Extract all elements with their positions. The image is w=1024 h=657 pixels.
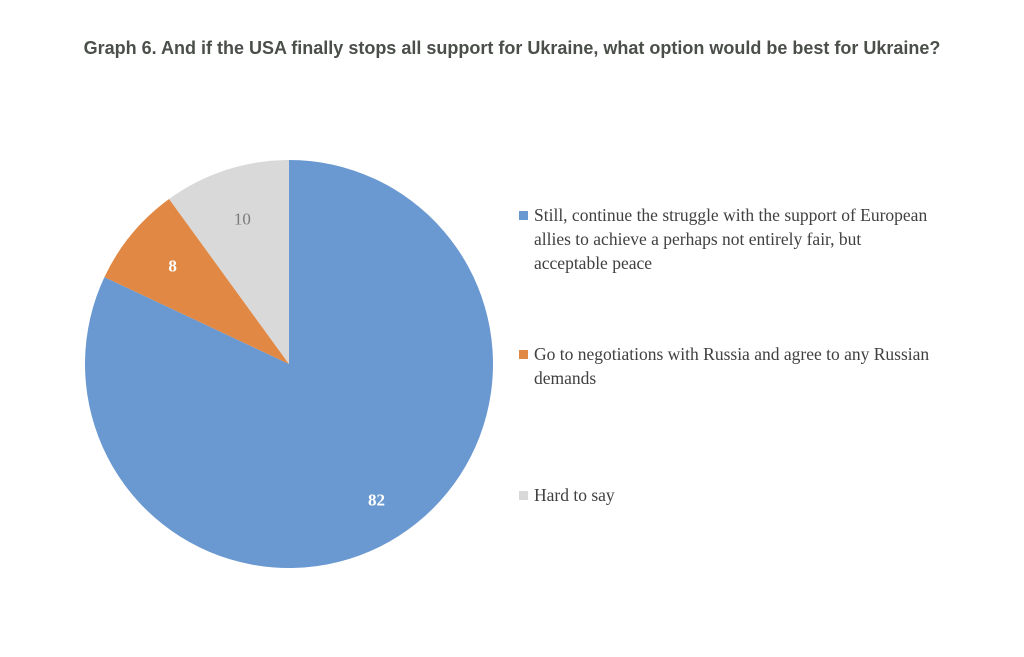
pie-slice-negotiations xyxy=(104,198,289,364)
pie-slice-hard-to-say xyxy=(169,160,289,364)
legend-item-continue-struggle: Still, continue the struggle with the su… xyxy=(519,203,939,275)
legend-item-negotiations: Go to negotiations with Russia and agree… xyxy=(519,342,939,390)
pie-slice-continue-struggle xyxy=(85,160,494,568)
legend-label-continue-struggle: Still, continue the struggle with the su… xyxy=(534,205,928,273)
legend-label-negotiations: Go to negotiations with Russia and agree… xyxy=(534,344,930,388)
legend-item-hard-to-say: Hard to say xyxy=(519,483,939,507)
slice-value-label-continue-struggle: 82 xyxy=(368,491,385,510)
slice-value-label-negotiations: 8 xyxy=(168,257,177,276)
legend-swatch-negotiations xyxy=(519,350,528,359)
legend-swatch-hard-to-say xyxy=(519,491,528,500)
legend-swatch-continue-struggle xyxy=(519,211,528,220)
legend-label-hard-to-say: Hard to say xyxy=(534,485,615,505)
chart-title: Graph 6. And if the USA finally stops al… xyxy=(83,38,941,58)
slice-value-label-hard-to-say: 10 xyxy=(234,209,251,228)
